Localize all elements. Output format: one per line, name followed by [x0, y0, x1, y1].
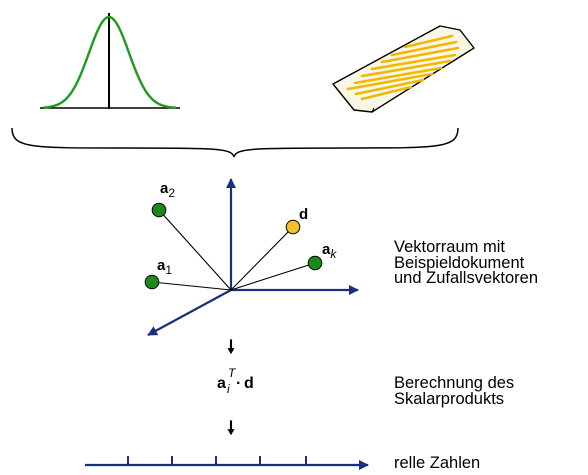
formula-base: a — [217, 375, 226, 392]
vector-ak-point — [307, 255, 323, 271]
scalar-product-formula: a T i · d — [217, 366, 254, 396]
vector-d-point — [285, 219, 301, 235]
description-line: Vektorraum mit — [394, 238, 505, 256]
gaussian-curve — [43, 15, 177, 109]
document-text-line — [346, 72, 434, 91]
label-ak: ak — [322, 241, 337, 261]
vector-ak-line — [230, 262, 316, 291]
description-real-numbers: relle Zahlen — [394, 454, 481, 472]
description-line: Skalarprodukts — [394, 389, 505, 408]
description-line: Beispieldokument — [394, 253, 525, 272]
gaussian-curve-icon — [40, 13, 180, 109]
description-scalar-product: Berechnung des Skalarprodukts — [394, 374, 515, 408]
formula-dot: · — [236, 375, 241, 392]
formula-sub: i — [227, 382, 230, 396]
vector-space-axes — [147, 178, 359, 336]
description-line: relle Zahlen — [394, 454, 481, 472]
document-text-line — [360, 59, 452, 78]
label-a1: a1 — [157, 257, 172, 277]
document-text-line — [403, 34, 454, 49]
label-d: d — [299, 206, 308, 223]
formula-sup: T — [228, 366, 237, 380]
document-text-line — [354, 78, 425, 96]
flow-arrow-down-icon: 🠗 — [227, 337, 235, 357]
vector-a1-point — [144, 274, 160, 290]
axis-y — [147, 289, 232, 336]
description-line: und Zufallsvektoren — [394, 269, 538, 287]
document-curl — [353, 107, 375, 113]
curly-brace — [11, 127, 459, 158]
formula-vec: d — [244, 375, 254, 392]
description-line: Berechnung des — [394, 374, 515, 392]
label-a2: a2 — [160, 180, 175, 200]
document-text-line — [370, 53, 457, 71]
flow-arrow-down-icon-2: 🠗 — [227, 418, 235, 438]
vector-a1-line — [151, 281, 232, 291]
document-text-line — [380, 46, 460, 64]
vector-a2-line — [158, 209, 232, 291]
document-page-icon — [332, 25, 475, 113]
vector-a2-point — [151, 202, 167, 218]
vector-d-line — [230, 226, 294, 291]
real-number-line — [85, 456, 369, 470]
description-vector-space: Vektorraum mit Beispieldokument und Zufa… — [394, 238, 538, 287]
document-text-line — [353, 66, 443, 85]
vectors — [144, 202, 323, 291]
document-text-lines — [346, 34, 460, 101]
number-line-ticks — [127, 456, 307, 466]
document-text-line — [360, 85, 413, 101]
document-text-line — [390, 40, 458, 57]
